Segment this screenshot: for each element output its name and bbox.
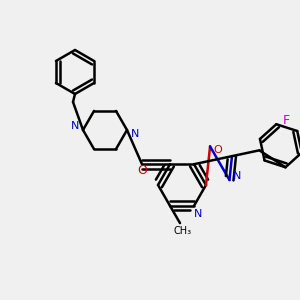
Text: O: O xyxy=(214,146,222,155)
Text: CH₃: CH₃ xyxy=(174,226,192,236)
Text: F: F xyxy=(283,114,290,127)
Text: N: N xyxy=(131,129,139,139)
Text: N: N xyxy=(233,171,242,181)
Text: N: N xyxy=(194,209,202,219)
Text: O: O xyxy=(137,164,147,177)
Text: N: N xyxy=(71,121,79,131)
